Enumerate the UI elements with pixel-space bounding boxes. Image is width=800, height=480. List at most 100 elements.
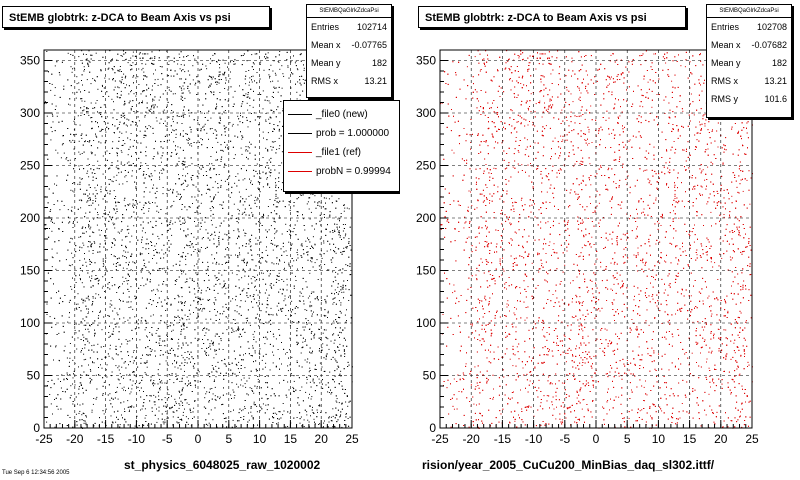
scatter-point — [247, 94, 249, 96]
scatter-point — [189, 277, 191, 279]
scatter-point — [59, 74, 61, 76]
scatter-point — [132, 203, 134, 205]
scatter-point — [184, 247, 185, 249]
scatter-point — [298, 321, 300, 323]
scatter-point — [158, 410, 160, 412]
scatter-point — [85, 261, 87, 263]
scatter-point — [178, 403, 180, 405]
scatter-point — [112, 358, 114, 360]
scatter-point — [309, 306, 311, 308]
scatter-point — [341, 291, 343, 293]
scatter-point — [124, 114, 126, 116]
scatter-point — [243, 416, 245, 417]
scatter-point — [282, 414, 284, 416]
scatter-point — [301, 386, 303, 388]
scatter-point — [194, 380, 196, 382]
scatter-point — [83, 193, 85, 195]
scatter-point — [303, 218, 305, 220]
scatter-point — [131, 388, 133, 390]
scatter-point — [209, 85, 211, 87]
scatter-point — [66, 357, 68, 359]
scatter-point — [128, 364, 129, 366]
scatter-point — [81, 282, 83, 284]
scatter-point — [235, 425, 237, 427]
scatter-point — [339, 331, 341, 333]
scatter-point — [110, 403, 112, 405]
scatter-point — [83, 66, 85, 68]
scatter-point — [184, 71, 186, 73]
scatter-point — [325, 228, 327, 230]
scatter-point — [138, 53, 140, 55]
scatter-point — [214, 395, 216, 397]
scatter-point — [299, 390, 301, 391]
scatter-point — [211, 206, 213, 207]
scatter-point — [123, 317, 125, 319]
scatter-point — [93, 241, 95, 243]
scatter-point — [125, 124, 127, 126]
scatter-point — [301, 243, 303, 245]
scatter-point — [300, 244, 302, 246]
scatter-point — [257, 381, 259, 383]
scatter-point — [212, 54, 214, 56]
scatter-point — [214, 386, 216, 388]
scatter-point — [215, 194, 217, 196]
scatter-point — [245, 188, 247, 190]
scatter-point — [266, 261, 268, 263]
scatter-point — [127, 251, 129, 253]
scatter-point — [244, 367, 246, 369]
scatter-point — [239, 85, 240, 87]
scatter-point — [78, 151, 80, 153]
scatter-point — [276, 314, 278, 316]
scatter-point — [235, 176, 237, 177]
scatter-point — [327, 310, 329, 312]
scatter-point — [126, 181, 128, 183]
scatter-point — [219, 318, 220, 320]
scatter-point — [341, 402, 343, 404]
scatter-point — [297, 397, 299, 399]
scatter-point — [322, 332, 324, 334]
scatter-point — [86, 416, 87, 418]
scatter-point — [241, 290, 243, 292]
scatter-point — [85, 231, 87, 233]
scatter-point — [238, 279, 240, 281]
scatter-point — [236, 185, 238, 187]
scatter-point — [156, 421, 158, 423]
scatter-point — [264, 292, 266, 294]
scatter-point — [215, 226, 217, 228]
scatter-point — [224, 134, 226, 136]
scatter-point — [247, 96, 249, 98]
scatter-point — [75, 97, 77, 99]
scatter-point — [288, 262, 290, 264]
scatter-point — [182, 85, 184, 87]
scatter-point — [222, 306, 224, 308]
scatter-point — [330, 416, 332, 418]
scatter-point — [111, 59, 113, 61]
scatter-point — [213, 357, 215, 359]
scatter-point — [158, 297, 160, 299]
scatter-point — [205, 65, 207, 67]
scatter-point — [281, 87, 283, 89]
scatter-point — [237, 228, 239, 230]
scatter-point — [267, 206, 269, 207]
scatter-point — [204, 308, 206, 310]
scatter-point — [127, 62, 129, 64]
scatter-point — [88, 311, 89, 313]
scatter-point — [332, 230, 334, 232]
scatter-point — [83, 413, 85, 415]
scatter-point — [145, 362, 147, 364]
scatter-point — [312, 247, 314, 249]
scatter-point — [95, 121, 97, 123]
scatter-point — [210, 348, 212, 350]
scatter-point — [97, 122, 98, 124]
scatter-point — [324, 208, 326, 210]
scatter-point — [281, 162, 283, 164]
scatter-point — [133, 371, 135, 373]
scatter-point — [252, 306, 254, 308]
scatter-point — [186, 186, 188, 187]
scatter-point — [136, 135, 138, 137]
scatter-point — [121, 239, 123, 241]
scatter-point — [72, 139, 74, 141]
scatter-point — [122, 417, 123, 419]
scatter-point — [335, 252, 337, 254]
scatter-point — [275, 366, 277, 368]
